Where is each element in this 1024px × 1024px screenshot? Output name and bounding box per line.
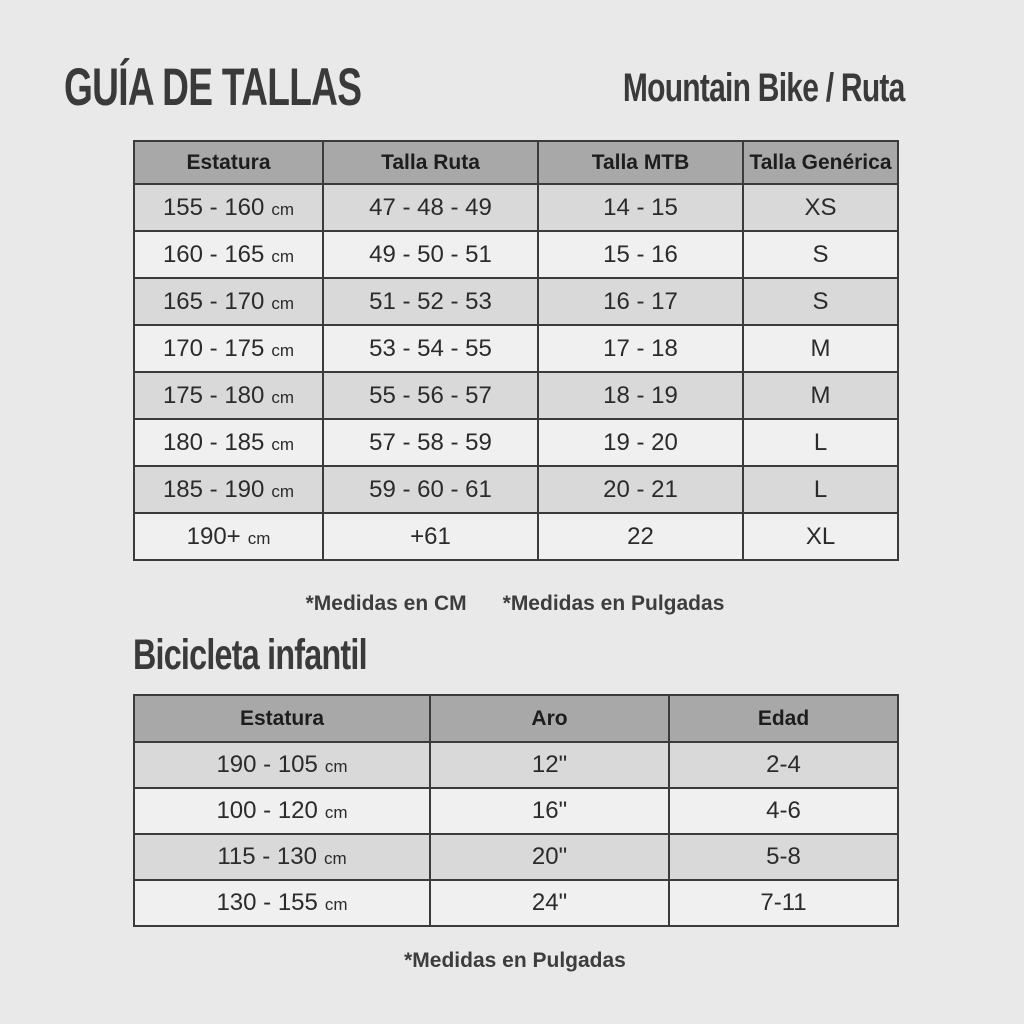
cell-estatura: 100 - 120 cm [133, 787, 431, 835]
cell-aro: 16" [429, 787, 670, 835]
kids-header-row: Estatura Aro Edad [133, 694, 899, 743]
cell-talla-ruta: 51 - 52 - 53 [322, 277, 539, 326]
table-row: 190+ cm +61 22 XL [133, 512, 899, 561]
mtb-header-row: Estatura Talla Ruta Talla MTB Talla Gené… [133, 140, 899, 185]
unit-label: cm [324, 757, 348, 776]
unit-label: cm [271, 387, 295, 407]
cell-talla-ruta: 57 - 58 - 59 [322, 418, 539, 467]
header-cell-talla-ruta: Talla Ruta [322, 140, 539, 185]
unit-label: cm [271, 434, 295, 454]
table-row: 160 - 165 cm 49 - 50 - 51 15 - 16 S [133, 230, 899, 279]
unit-label: cm [271, 199, 295, 219]
kids-section-title: Bicicleta infantil [133, 631, 368, 679]
table-row: 100 - 120 cm 16" 4-6 [133, 787, 899, 835]
header-cell-estatura: Estatura [133, 694, 431, 743]
cell-estatura: 175 - 180 cm [133, 371, 324, 420]
cell-edad: 4-6 [668, 787, 899, 835]
cell-talla-ruta: +61 [322, 512, 539, 561]
cell-estatura: 185 - 190 cm [133, 465, 324, 514]
cell-talla-generica: S [742, 230, 899, 279]
cell-estatura: 190+ cm [133, 512, 324, 561]
cell-talla-generica: M [742, 324, 899, 373]
cell-estatura: 130 - 155 cm [133, 879, 431, 927]
unit-label: cm [323, 849, 347, 868]
unit-label: cm [271, 246, 295, 266]
mtb-footnotes: *Medidas en CM *Medidas en Pulgadas [133, 592, 897, 616]
unit-label: cm [324, 803, 348, 822]
cell-talla-mtb: 18 - 19 [537, 371, 744, 420]
cell-talla-mtb: 19 - 20 [537, 418, 744, 467]
cell-talla-generica: S [742, 277, 899, 326]
cell-edad: 7-11 [668, 879, 899, 927]
cell-estatura: 155 - 160 cm [133, 183, 324, 232]
cell-talla-mtb: 20 - 21 [537, 465, 744, 514]
cell-aro: 12" [429, 741, 670, 789]
cell-estatura: 160 - 165 cm [133, 230, 324, 279]
cell-talla-mtb: 17 - 18 [537, 324, 744, 373]
unit-label: cm [271, 340, 295, 360]
cell-talla-generica: M [742, 371, 899, 420]
cell-talla-mtb: 22 [537, 512, 744, 561]
kids-footnote: *Medidas en Pulgadas [404, 949, 626, 972]
mtb-size-table: Estatura Talla Ruta Talla MTB Talla Gené… [133, 140, 899, 561]
header-cell-aro: Aro [429, 694, 670, 743]
cell-edad: 2-4 [668, 741, 899, 789]
cell-talla-mtb: 16 - 17 [537, 277, 744, 326]
cell-estatura: 180 - 185 cm [133, 418, 324, 467]
unit-label: cm [324, 895, 348, 914]
table-row: 155 - 160 cm 47 - 48 - 49 14 - 15 XS [133, 183, 899, 232]
table-row: 175 - 180 cm 55 - 56 - 57 18 - 19 M [133, 371, 899, 420]
table-row: 170 - 175 cm 53 - 54 - 55 17 - 18 M [133, 324, 899, 373]
cell-talla-ruta: 47 - 48 - 49 [322, 183, 539, 232]
table-row: 185 - 190 cm 59 - 60 - 61 20 - 21 L [133, 465, 899, 514]
cell-aro: 20" [429, 833, 670, 881]
cell-talla-generica: L [742, 465, 899, 514]
unit-label: cm [271, 481, 295, 501]
cell-estatura: 190 - 105 cm [133, 741, 431, 789]
unit-label: cm [271, 293, 295, 313]
cell-estatura: 170 - 175 cm [133, 324, 324, 373]
cell-estatura: 115 - 130 cm [133, 833, 431, 881]
footnote-cm: *Medidas en CM [305, 592, 467, 615]
cell-aro: 24" [429, 879, 670, 927]
table-row: 180 - 185 cm 57 - 58 - 59 19 - 20 L [133, 418, 899, 467]
cell-talla-ruta: 59 - 60 - 61 [322, 465, 539, 514]
cell-talla-mtb: 14 - 15 [537, 183, 744, 232]
table-row: 130 - 155 cm 24" 7-11 [133, 879, 899, 927]
header-cell-talla-generica: Talla Genérica [742, 140, 899, 185]
page-subtitle: Mountain Bike / Ruta [623, 66, 905, 110]
cell-talla-mtb: 15 - 16 [537, 230, 744, 279]
cell-talla-ruta: 55 - 56 - 57 [322, 371, 539, 420]
cell-talla-ruta: 49 - 50 - 51 [322, 230, 539, 279]
header-cell-estatura: Estatura [133, 140, 324, 185]
table-row: 190 - 105 cm 12" 2-4 [133, 741, 899, 789]
cell-talla-generica: L [742, 418, 899, 467]
unit-label: cm [247, 528, 271, 548]
kids-size-table: Estatura Aro Edad 190 - 105 cm 12" 2-4 10… [133, 694, 899, 927]
cell-talla-ruta: 53 - 54 - 55 [322, 324, 539, 373]
table-row: 115 - 130 cm 20" 5-8 [133, 833, 899, 881]
table-row: 165 - 170 cm 51 - 52 - 53 16 - 17 S [133, 277, 899, 326]
page-title: GUÍA DE TALLAS [64, 58, 362, 117]
cell-edad: 5-8 [668, 833, 899, 881]
cell-estatura: 165 - 170 cm [133, 277, 324, 326]
footnote-pulgadas: *Medidas en Pulgadas [502, 592, 725, 615]
cell-talla-generica: XS [742, 183, 899, 232]
header-cell-talla-mtb: Talla MTB [537, 140, 744, 185]
cell-talla-generica: XL [742, 512, 899, 561]
header-cell-edad: Edad [668, 694, 899, 743]
